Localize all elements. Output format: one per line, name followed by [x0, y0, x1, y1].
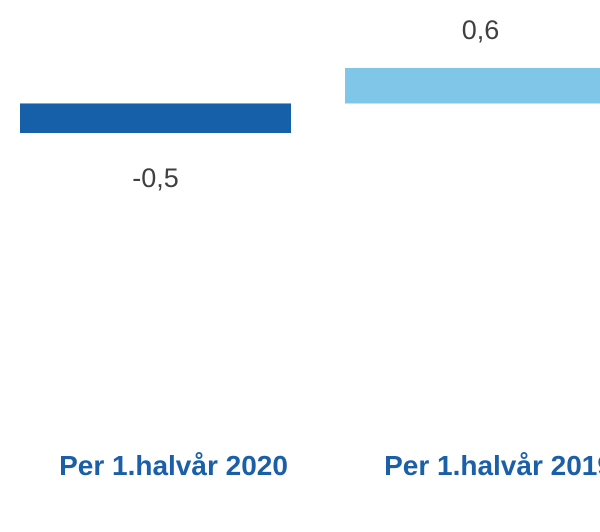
x-tick-label: Per 1.halvår 2019: [384, 450, 600, 481]
data-label: 0,6: [462, 15, 500, 45]
bar: [345, 68, 600, 104]
bar: [20, 103, 291, 133]
data-label: -0,5: [132, 163, 179, 193]
x-tick-label: Per 1.halvår 2020: [59, 450, 288, 481]
